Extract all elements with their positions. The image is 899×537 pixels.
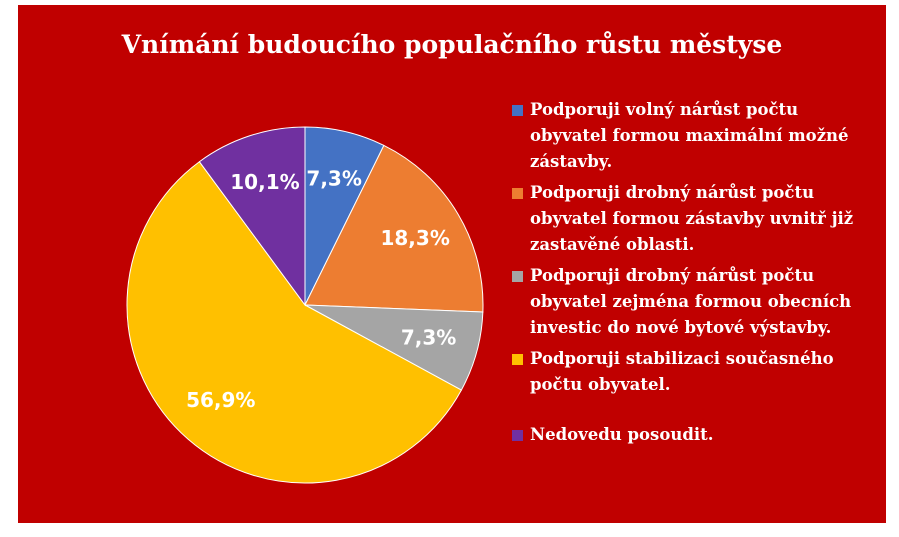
data-label: 56,9% — [186, 388, 255, 412]
legend-label: Podporuji drobný nárůst počtu obyvatel z… — [530, 266, 852, 337]
legend: Podporuji volný nárůst počtu obyvatel fo… — [512, 97, 877, 453]
data-label: 18,3% — [380, 226, 449, 250]
pie-slice — [198, 126, 306, 307]
legend-item: Podporuji drobný nárůst počtu obyvatel f… — [512, 180, 877, 258]
legend-swatch — [512, 430, 523, 441]
legend-label: Nedovedu posoudit. — [530, 425, 714, 444]
chart-title: Vnímání budoucího populačního růstu měst… — [121, 30, 783, 59]
pie-slice — [126, 161, 463, 484]
pie-area: Vnímání budoucího populačního růstu měst… — [121, 30, 783, 484]
legend-item: Nedovedu posoudit. — [512, 422, 877, 448]
chart: Vnímání budoucího populačního růstu měst… — [18, 5, 886, 523]
legend-label: Podporuji volný nárůst počtu obyvatel fo… — [530, 100, 849, 171]
legend-swatch — [512, 105, 523, 116]
data-label: 7,3% — [306, 167, 361, 191]
data-label: 7,3% — [401, 326, 456, 350]
legend-label: Podporuji stabilizaci současného počtu o… — [530, 349, 834, 394]
data-label: 10,1% — [230, 170, 299, 194]
legend-swatch — [512, 354, 523, 365]
legend-item: Podporuji volný nárůst počtu obyvatel fo… — [512, 97, 877, 175]
pie-slice — [304, 144, 484, 313]
legend-swatch — [512, 188, 523, 199]
legend-swatch — [512, 271, 523, 282]
legend-label: Podporuji drobný nárůst počtu obyvatel f… — [530, 183, 854, 254]
legend-item: Podporuji stabilizaci současného počtu o… — [512, 346, 877, 398]
legend-item: Podporuji drobný nárůst počtu obyvatel z… — [512, 263, 877, 341]
